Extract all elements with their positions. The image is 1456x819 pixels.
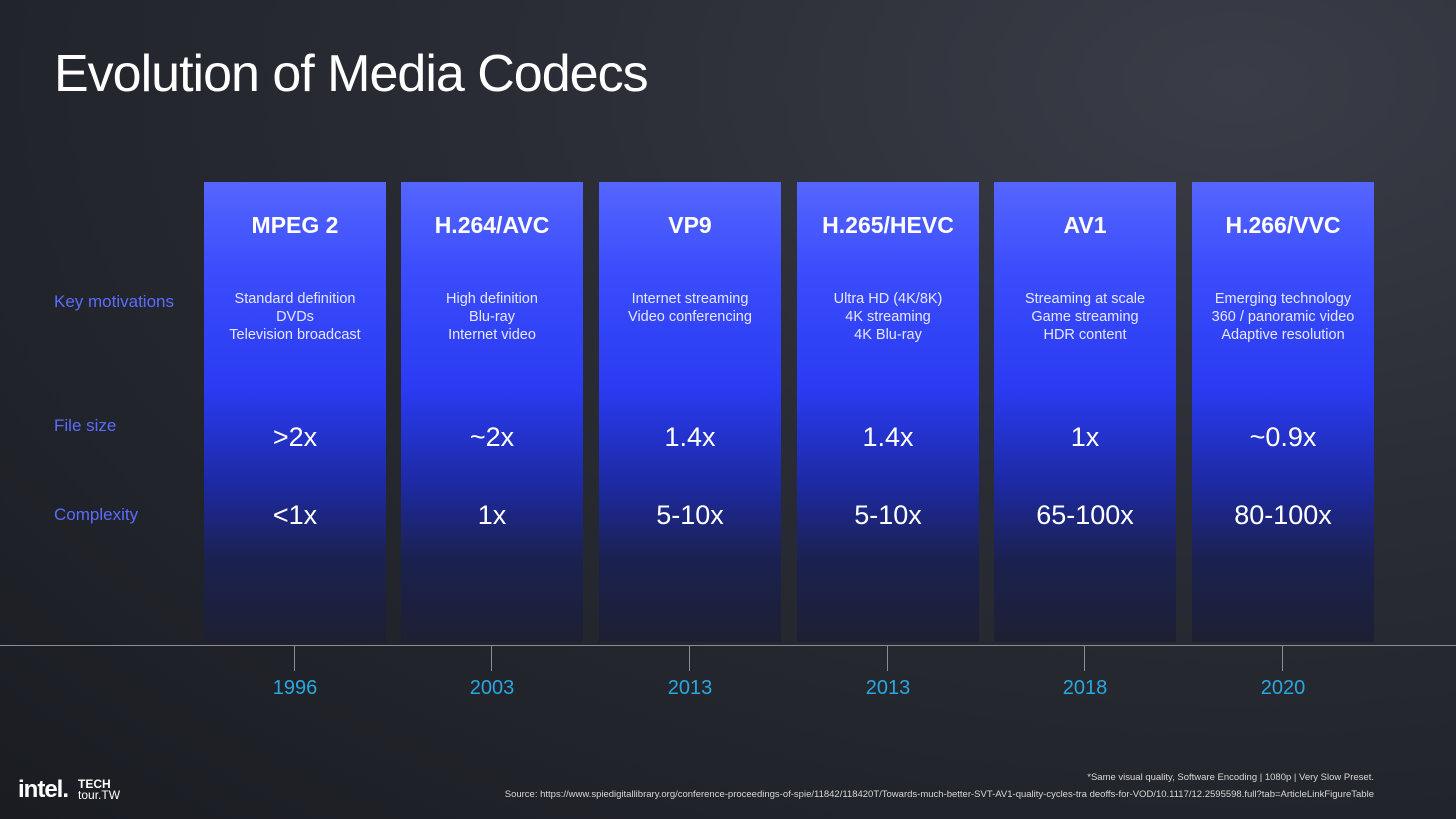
- motivation-item: 4K Blu-ray: [854, 327, 922, 343]
- codec-year: 2003: [469, 677, 515, 699]
- motivation-item: 4K streaming: [845, 309, 931, 325]
- page-title: Evolution of Media Codecs: [54, 45, 649, 103]
- codec-column: H.264/AVC High definition Blu-ray Internet…: [401, 182, 583, 642]
- codec-complexity: 5-10x: [656, 500, 724, 530]
- timeline-tick: [1282, 645, 1283, 671]
- logo-tech: TECH: [78, 777, 111, 791]
- motivation-item: Adaptive resolution: [1221, 327, 1345, 343]
- codec-complexity: 65-100x: [1036, 500, 1134, 530]
- motivation-item: High definition: [446, 291, 538, 307]
- codec-name: H.266/VVC: [1225, 212, 1341, 238]
- codec-column: AV1 Streaming at scale Game streaming HDR …: [994, 182, 1176, 642]
- codec-file-size: 1.4x: [862, 422, 914, 452]
- motivation-item: Emerging technology: [1214, 291, 1352, 307]
- codec-file-size: ~0.9x: [1249, 422, 1317, 452]
- motivation-item: Internet video: [448, 327, 536, 343]
- codec-column: H.266/VVC Emerging technology 360 / panor…: [1192, 182, 1374, 642]
- motivation-item: 360 / panoramic video: [1211, 309, 1355, 325]
- codec-column: VP9 Internet streaming Video conferencing…: [599, 182, 781, 642]
- codec-year: 1996: [272, 677, 318, 699]
- codec-name: VP9: [668, 212, 712, 238]
- motivation-item: Standard definition: [234, 291, 356, 307]
- codec-file-size: ~2x: [469, 422, 515, 452]
- codec-year: 2013: [667, 677, 713, 699]
- motivation-item: Streaming at scale: [1024, 291, 1146, 307]
- codec-name: H.265/HEVC: [822, 212, 954, 238]
- motivation-item: DVDs: [276, 309, 314, 325]
- timeline-tick: [294, 645, 295, 671]
- timeline-tick: [887, 645, 888, 671]
- codec-motivations: Emerging technology 360 / panoramic video…: [1192, 290, 1374, 344]
- codec-name: AV1: [1063, 212, 1107, 238]
- codec-motivations: High definition Blu-ray Internet video: [401, 290, 583, 344]
- motivation-item: Television broadcast: [229, 327, 361, 343]
- codec-complexity: 80-100x: [1234, 500, 1332, 530]
- codec-file-size: >2x: [272, 422, 318, 452]
- motivation-item: Ultra HD (4K/8K): [833, 291, 943, 307]
- codec-complexity: 5-10x: [854, 500, 922, 530]
- motivation-item: Blu-ray: [469, 309, 515, 325]
- codec-column: H.265/HEVC Ultra HD (4K/8K) 4K streaming 4…: [797, 182, 979, 642]
- codec-motivations: Standard definition DVDs Television broadc…: [204, 290, 386, 344]
- codec-motivations: Streaming at scale Game streaming HDR cont…: [994, 290, 1176, 344]
- intel-tech-tour-logo: intel. TECH tour.TW: [18, 776, 120, 804]
- row-label-motivations: Key motivations: [54, 292, 174, 311]
- footnote: *Same visual quality, Software Encoding …: [1087, 772, 1374, 783]
- codec-column: MPEG 2 Standard definition DVDs Television…: [204, 182, 386, 642]
- codec-complexity: <1x: [272, 500, 318, 530]
- motivation-item: Internet streaming: [631, 291, 749, 307]
- motivation-item: Game streaming: [1031, 309, 1139, 325]
- logo-tour: tour.TW: [78, 788, 121, 802]
- codec-motivations: Internet streaming Video conferencing: [599, 290, 781, 326]
- codec-motivations: Ultra HD (4K/8K) 4K streaming 4K Blu-ray: [797, 290, 979, 344]
- codec-file-size: 1x: [1070, 422, 1100, 452]
- codec-name: MPEG 2: [251, 212, 339, 238]
- timeline-tick: [1084, 645, 1085, 671]
- motivation-item: HDR content: [1043, 327, 1127, 343]
- codec-file-size: 1.4x: [664, 422, 716, 452]
- timeline-tick: [491, 645, 492, 671]
- codec-name: H.264/AVC: [434, 212, 550, 238]
- motivation-item: Video conferencing: [628, 309, 752, 325]
- codec-complexity: 1x: [477, 500, 507, 530]
- timeline-axis: [0, 645, 1456, 646]
- codec-year: 2013: [865, 677, 911, 699]
- row-label-file-size: File size: [54, 416, 117, 435]
- timeline-tick: [689, 645, 690, 671]
- codec-year: 2020: [1260, 677, 1306, 699]
- row-label-complexity: Complexity: [54, 505, 139, 524]
- codec-year: 2018: [1062, 677, 1108, 699]
- source-citation: Source: https://www.spiedigitallibrary.o…: [504, 789, 1374, 800]
- intel-logo: intel.: [18, 776, 69, 803]
